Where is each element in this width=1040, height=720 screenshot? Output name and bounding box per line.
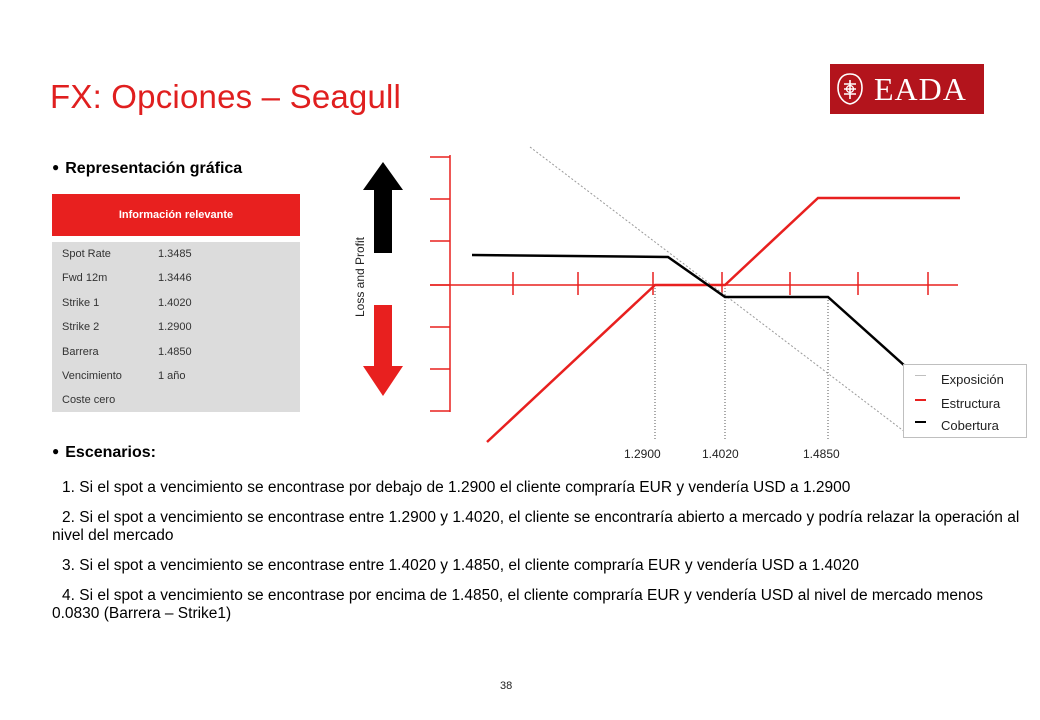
scenario-item: 4. Si el spot a vencimiento se encontras… (52, 587, 984, 622)
legend-item-estructura: Estructura (904, 396, 1026, 416)
series-exposicion (529, 146, 906, 433)
info-value: 1 año (158, 369, 186, 382)
x-tick-label: 1.2900 (624, 447, 661, 461)
bullet-icon: ● (52, 444, 60, 458)
info-label: Strike 1 (62, 296, 100, 309)
legend-label: Exposición (941, 372, 1004, 387)
chart-legend: Exposición Estructura Cobertura (903, 364, 1027, 438)
series-estructura (486, 196, 960, 443)
info-row: Vencimiento 1 año (52, 364, 300, 388)
legend-swatch (915, 375, 926, 376)
profit-loss-arrows (363, 162, 403, 396)
info-row: Fwd 12m 1.3446 (52, 266, 300, 290)
info-label: Fwd 12m (62, 272, 108, 285)
info-row: Coste cero (52, 388, 300, 412)
info-label: Barrera (62, 345, 99, 358)
bullet-icon: ● (52, 160, 60, 174)
info-row: Barrera 1.4850 (52, 340, 300, 364)
crest-icon (830, 64, 870, 114)
legend-swatch (915, 399, 926, 401)
info-value: 1.3485 (158, 248, 192, 260)
legend-label: Estructura (941, 396, 1001, 411)
scenario-item: 2. Si el spot a vencimiento se encontras… (52, 509, 1020, 544)
scenario-item: 1. Si el spot a vencimiento se encontras… (62, 479, 851, 496)
slide-title: FX: Opciones – Seagull (50, 78, 402, 115)
x-tick-label: 1.4850 (803, 447, 840, 461)
arrow-down-icon (363, 305, 403, 396)
y-axis-label: Loss and Profit (353, 236, 367, 318)
info-value: 1.4020 (158, 296, 192, 309)
section-heading-chart-text: Representación gráfica (65, 160, 243, 177)
info-table: Información relevante Spot Rate 1.3485 Fw… (52, 194, 300, 412)
logo-text: EADA (874, 70, 967, 107)
info-table-header: Información relevante (52, 194, 300, 236)
legend-swatch (915, 421, 926, 423)
section-heading-scenarios-text: Escenarios: (65, 444, 156, 461)
info-value: 1.4850 (158, 345, 192, 358)
series-cobertura (471, 253, 916, 376)
legend-item-exposicion: Exposición (904, 372, 1026, 392)
info-value: 1.2900 (158, 321, 192, 334)
info-table-body: Spot Rate 1.3485 Fwd 12m 1.3446 Strike 1 1.… (52, 242, 300, 412)
scenario-list: 1. Si el spot a vencimiento se encontras… (52, 479, 1022, 635)
section-heading-scenarios: ● Escenarios: (52, 444, 156, 462)
info-label: Strike 2 (62, 321, 100, 334)
legend-label: Cobertura (941, 418, 999, 433)
legend-item-cobertura: Cobertura (904, 418, 1026, 438)
arrow-up-icon (363, 162, 403, 253)
eada-logo: EADA (830, 64, 984, 114)
info-value: 1.3446 (158, 272, 192, 285)
info-row: Spot Rate 1.3485 (52, 242, 300, 266)
x-tick-label: 1.4020 (702, 447, 739, 461)
info-label: Coste cero (62, 394, 116, 407)
section-heading-chart: ● Representación gráfica (52, 160, 242, 178)
info-label: Vencimiento (62, 369, 122, 382)
info-row: Strike 2 1.2900 (52, 315, 300, 339)
info-row: Strike 1 1.4020 (52, 291, 300, 315)
info-label: Spot Rate (62, 248, 111, 260)
scenario-item: 3. Si el spot a vencimiento se encontras… (62, 557, 859, 574)
page-number: 38 (500, 680, 513, 692)
